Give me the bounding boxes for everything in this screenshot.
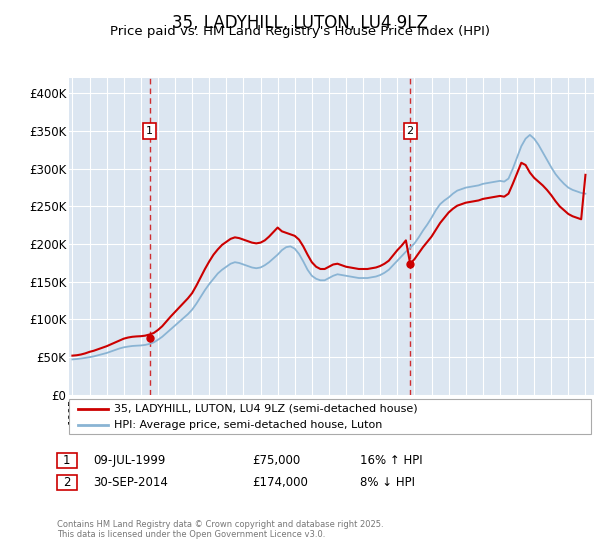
Text: Contains HM Land Registry data © Crown copyright and database right 2025.
This d: Contains HM Land Registry data © Crown c… (57, 520, 383, 539)
Text: HPI: Average price, semi-detached house, Luton: HPI: Average price, semi-detached house,… (114, 419, 382, 430)
Text: 30-SEP-2014: 30-SEP-2014 (93, 476, 168, 489)
Text: 09-JUL-1999: 09-JUL-1999 (93, 454, 166, 467)
Text: 2: 2 (407, 126, 414, 136)
Text: 1: 1 (63, 454, 71, 467)
Text: £174,000: £174,000 (252, 476, 308, 489)
Text: 16% ↑ HPI: 16% ↑ HPI (360, 454, 422, 467)
Text: 35, LADYHILL, LUTON, LU4 9LZ (semi-detached house): 35, LADYHILL, LUTON, LU4 9LZ (semi-detac… (114, 404, 418, 414)
Text: 35, LADYHILL, LUTON, LU4 9LZ: 35, LADYHILL, LUTON, LU4 9LZ (172, 14, 428, 32)
Text: Price paid vs. HM Land Registry's House Price Index (HPI): Price paid vs. HM Land Registry's House … (110, 25, 490, 38)
Text: 8% ↓ HPI: 8% ↓ HPI (360, 476, 415, 489)
Text: 1: 1 (146, 126, 153, 136)
Text: £75,000: £75,000 (252, 454, 300, 467)
Text: 2: 2 (63, 476, 71, 489)
